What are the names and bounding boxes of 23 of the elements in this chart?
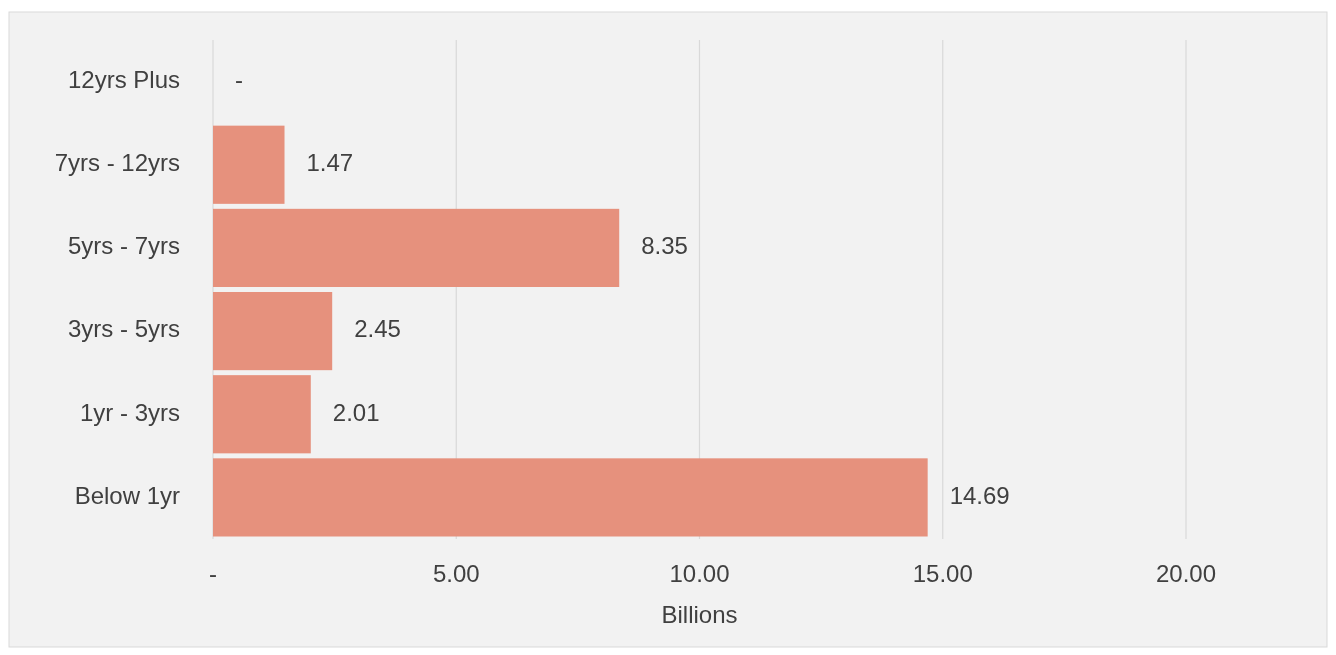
y-tick-label: 1yr - 3yrs xyxy=(79,398,180,426)
y-tick-label: Below 1yr xyxy=(74,481,181,509)
x-tick-label: 10.00 xyxy=(669,560,730,588)
data-label: - xyxy=(235,65,243,93)
data-label: 1.47 xyxy=(306,149,354,177)
data-label: 2.01 xyxy=(332,398,380,426)
y-tick-label: 3yrs - 5yrs xyxy=(67,315,180,343)
x-tick-label: 15.00 xyxy=(912,560,973,588)
bar xyxy=(213,458,928,537)
data-label: 8.35 xyxy=(641,232,688,260)
y-tick-label: 5yrs - 7yrs xyxy=(67,232,180,260)
data-label: 14.69 xyxy=(949,481,1010,509)
x-tick-label: - xyxy=(209,560,217,588)
x-tick-label: 20.00 xyxy=(1155,560,1217,588)
x-tick-label: 5.00 xyxy=(432,560,480,588)
bar xyxy=(213,375,311,454)
x-axis-title: Billions xyxy=(661,601,738,629)
bar xyxy=(213,292,333,371)
bar xyxy=(213,125,285,204)
y-tick-label: 12yrs Plus xyxy=(67,65,180,93)
bar xyxy=(213,208,620,287)
data-label: 2.45 xyxy=(354,315,401,343)
y-tick-label: 7yrs - 12yrs xyxy=(54,149,180,177)
